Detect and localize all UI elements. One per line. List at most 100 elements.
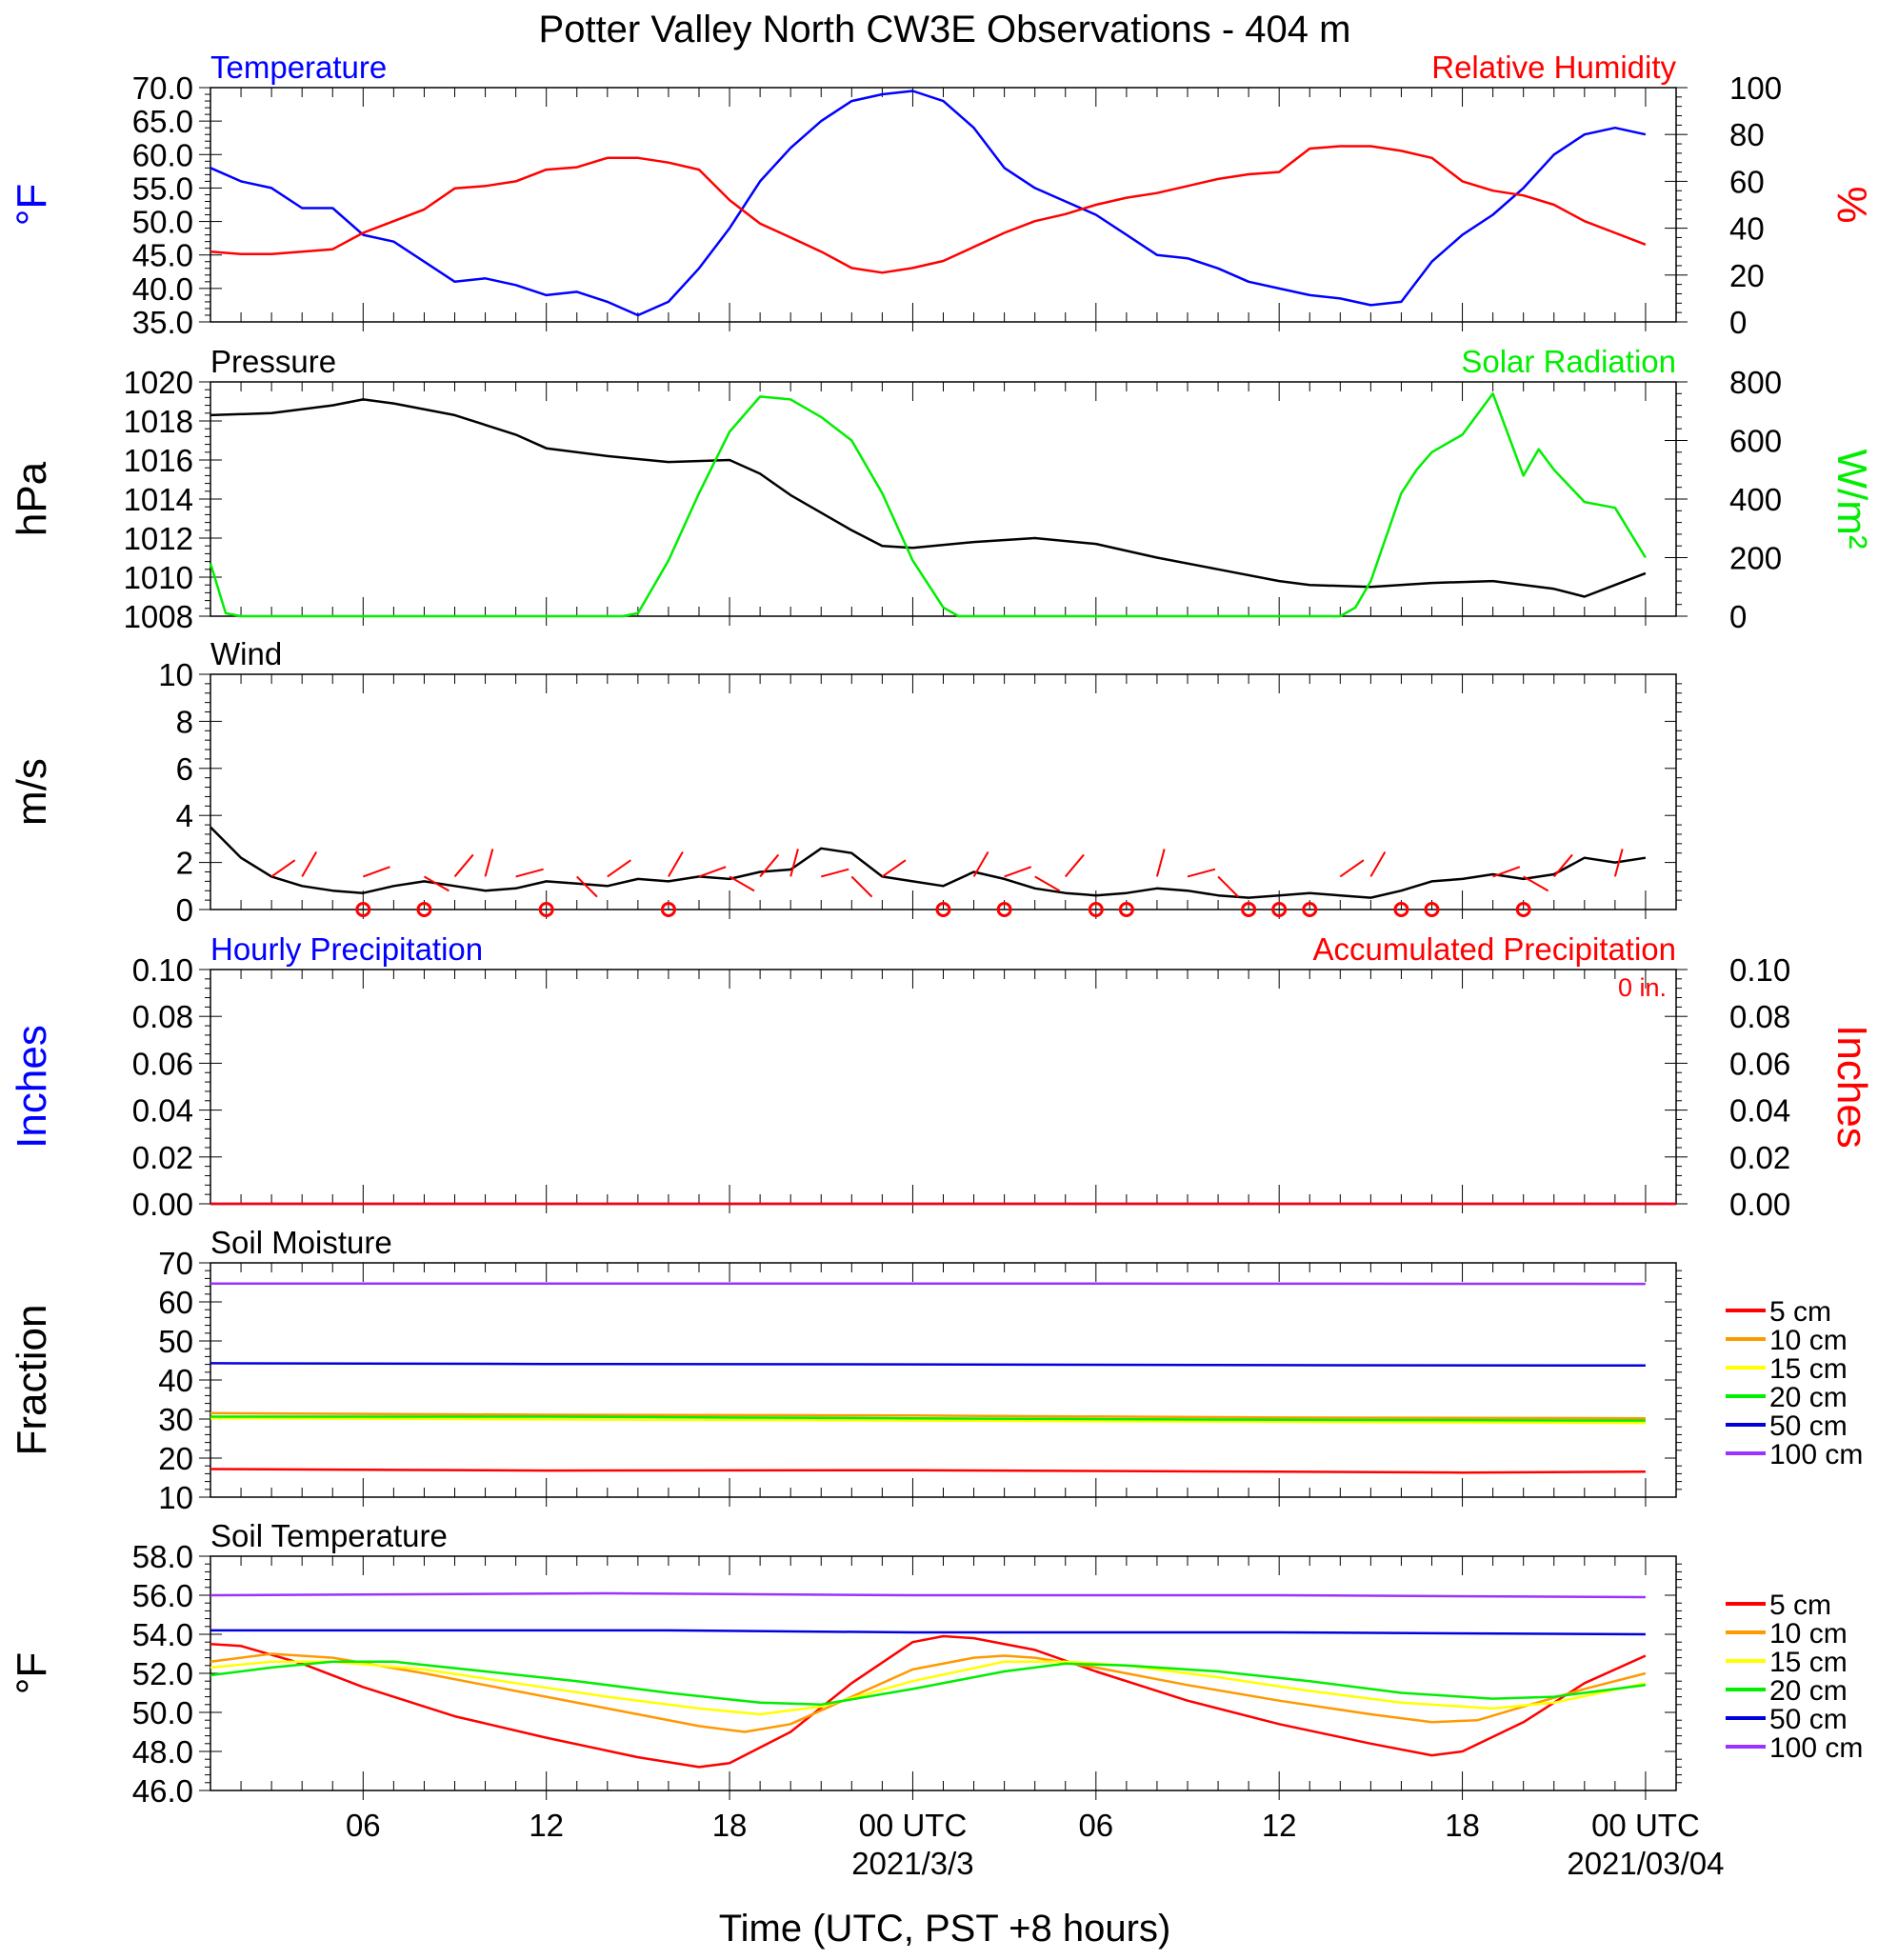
x-date-label: 2021/3/3 (851, 1846, 973, 1881)
wind-barb (1492, 866, 1521, 878)
y-axis-label-left: °F (9, 1652, 55, 1694)
wind-barb (1064, 853, 1085, 878)
legend-label: 100 cm (1769, 1732, 1863, 1764)
y-tick-label-right: 0.08 (1729, 999, 1790, 1034)
series-line-pressure (210, 398, 1647, 598)
y-tick-label: 54.0 (132, 1617, 193, 1652)
wind-barb (759, 853, 780, 878)
panel-title-right: Relative Humidity (1431, 50, 1676, 85)
wind-barb (881, 859, 907, 878)
wind-barb (850, 875, 873, 898)
y-axis-label-right: Inches (1828, 1025, 1875, 1149)
series-line-15-cm (210, 1660, 1647, 1716)
y-axis-label-left: hPa (9, 461, 55, 536)
calm-wind-marker (660, 902, 676, 917)
wind-barb (1339, 859, 1365, 878)
y-tick-label: 10 (158, 1480, 193, 1515)
y-tick-label: 70 (158, 1246, 193, 1281)
y-tick-label-right: 0 (1729, 599, 1747, 634)
panel-soil_temp: 46.048.0 50.0 52.0 54.0 56.0 58.0 Soil Tempera… (9, 1518, 1863, 1809)
panel-precip: 0.00 0.02 0.04 0.06 0.08 0.10 0.00 0.02 0.04 0.06… (9, 931, 1875, 1222)
wind-barb (576, 875, 598, 898)
wind-barb (820, 868, 849, 878)
x-tick-label: 06 (346, 1808, 381, 1843)
panel-title-left: Soil Moisture (210, 1225, 392, 1260)
panel-title-left: Temperature (210, 50, 387, 85)
x-date-label: 2021/03/04 (1567, 1846, 1724, 1881)
wind-barb (1369, 850, 1387, 877)
y-tick-label: 56.0 (132, 1578, 193, 1613)
x-tick-label: 18 (712, 1808, 748, 1843)
y-tick-label: 8 (176, 704, 193, 739)
wind-barb (1004, 866, 1032, 878)
y-tick-label-right: 100 (1729, 70, 1782, 106)
y-tick-label-right: 0.10 (1729, 952, 1790, 988)
wind-barb (423, 875, 450, 892)
y-tick-label: 4 (176, 798, 193, 833)
y-tick-label: 1014 (124, 482, 193, 517)
calm-wind-marker (1088, 902, 1104, 917)
panel-title-right: Accumulated Precipitation (1312, 931, 1676, 967)
series-line-50-cm (210, 1629, 1646, 1636)
y-tick-label-right: 0.00 (1729, 1187, 1790, 1222)
legend-label: 100 cm (1769, 1439, 1863, 1470)
y-tick-label: 46.0 (132, 1773, 193, 1809)
wind-barb (1155, 849, 1166, 877)
legend-label: 50 cm (1769, 1410, 1848, 1442)
x-axis-label: Time (UTC, PST +8 hours) (719, 1908, 1171, 1950)
wind-barb (453, 853, 474, 878)
wind-barb (668, 850, 684, 877)
y-tick-label-right: 0.06 (1729, 1046, 1790, 1081)
x-tick-label: 00 UTC (859, 1808, 968, 1843)
y-tick-label: 10 (158, 657, 193, 692)
calm-wind-marker (1302, 902, 1318, 917)
y-axis-label-right: W/m² (1828, 449, 1875, 549)
panel-title-left: Pressure (210, 344, 336, 379)
panel-frame (210, 1262, 1677, 1498)
panel-wind: 0 2 4 6 8 10 Wind m/s (9, 636, 1682, 928)
y-axis-label-right: % (1828, 186, 1875, 223)
y-axis-label-left: m/s (9, 758, 55, 826)
wind-barb (362, 866, 390, 878)
panel-title-left: Hourly Precipitation (210, 931, 483, 967)
y-axis-label-left: Fraction (9, 1305, 55, 1456)
y-tick-label-right: 400 (1729, 482, 1782, 517)
y-axis-label-left: °F (9, 184, 55, 226)
y-tick-label: 65.0 (132, 104, 193, 139)
wind-barb (515, 868, 544, 878)
y-tick-label: 45.0 (132, 238, 193, 273)
legend-label: 15 cm (1769, 1353, 1848, 1385)
wind-barb (729, 875, 755, 892)
x-tick-label: 12 (1262, 1808, 1297, 1843)
y-tick-label: 60.0 (132, 137, 193, 172)
y-tick-label: 0 (176, 892, 193, 928)
series-line-20-cm (210, 1660, 1647, 1707)
y-tick-label: 1010 (124, 560, 193, 595)
x-tick-label: 00 UTC (1591, 1808, 1700, 1843)
y-tick-label: 30 (158, 1402, 193, 1437)
series-line-10-cm (210, 1652, 1647, 1733)
y-tick-label-right: 0.04 (1729, 1093, 1790, 1129)
y-tick-label: 70.0 (132, 70, 193, 106)
y-tick-label: 0.02 (132, 1140, 193, 1175)
legend-label: 5 cm (1769, 1590, 1831, 1621)
panel-title-left: Wind (210, 636, 282, 671)
panel-pressure_solar: 1008 1010 1012 1014 1016 1018 1020 0 200 400 600 80… (9, 344, 1875, 634)
y-tick-label-right: 0.02 (1729, 1140, 1790, 1175)
y-tick-label-right: 20 (1729, 258, 1765, 293)
y-tick-label-right: 40 (1729, 211, 1765, 247)
series-line-50-cm (210, 1362, 1646, 1368)
y-tick-label: 50.0 (132, 1695, 193, 1730)
y-tick-label: 35.0 (132, 305, 193, 340)
calm-wind-marker (1241, 902, 1257, 917)
calm-wind-marker (996, 902, 1012, 917)
y-tick-label: 1016 (124, 443, 193, 478)
calm-wind-marker (1424, 902, 1440, 917)
y-tick-label: 55.0 (132, 170, 193, 206)
series-line-10-cm (210, 1411, 1646, 1420)
y-tick-label: 40 (158, 1363, 193, 1398)
calm-wind-marker (538, 902, 554, 917)
y-tick-label: 0.06 (132, 1046, 193, 1081)
